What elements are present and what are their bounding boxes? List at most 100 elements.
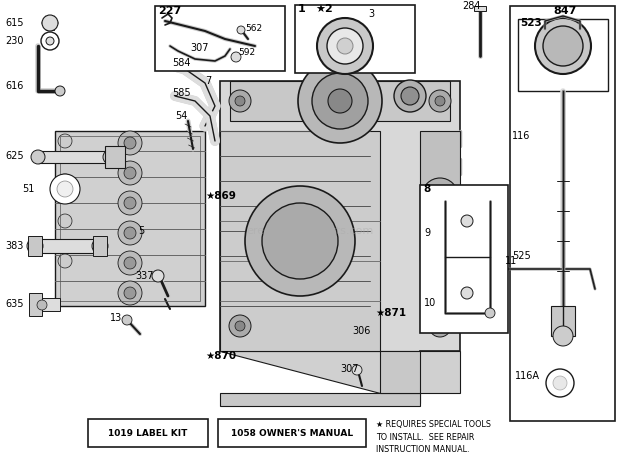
Circle shape: [352, 365, 362, 375]
Text: ★871: ★871: [375, 308, 406, 318]
Circle shape: [37, 300, 47, 310]
Circle shape: [118, 221, 142, 245]
Circle shape: [58, 254, 72, 268]
Polygon shape: [230, 81, 450, 121]
Circle shape: [42, 15, 58, 31]
Text: 307: 307: [190, 43, 208, 53]
Text: 523: 523: [520, 18, 542, 28]
Text: 7: 7: [205, 76, 211, 86]
Circle shape: [435, 321, 445, 331]
Circle shape: [231, 52, 241, 62]
Circle shape: [422, 178, 458, 214]
Text: TO INSTALL.  SEE REPAIR: TO INSTALL. SEE REPAIR: [376, 432, 474, 442]
Circle shape: [118, 161, 142, 185]
Circle shape: [118, 251, 142, 275]
Circle shape: [245, 186, 355, 296]
Circle shape: [327, 28, 363, 64]
Circle shape: [546, 369, 574, 397]
Circle shape: [317, 18, 373, 74]
Text: ★ REQUIRES SPECIAL TOOLS: ★ REQUIRES SPECIAL TOOLS: [376, 420, 491, 430]
Bar: [510, 6, 615, 421]
Polygon shape: [35, 239, 100, 253]
Text: 1058 OWNER'S MANUAL: 1058 OWNER'S MANUAL: [231, 429, 353, 437]
Circle shape: [237, 26, 245, 34]
Polygon shape: [28, 236, 42, 256]
Text: 525: 525: [512, 251, 531, 261]
Circle shape: [553, 376, 567, 390]
Polygon shape: [220, 393, 420, 406]
Text: INSTRUCTION MANUAL.: INSTRUCTION MANUAL.: [376, 444, 469, 454]
Circle shape: [92, 238, 108, 254]
Circle shape: [124, 287, 136, 299]
Circle shape: [553, 326, 573, 346]
Text: 1: 1: [298, 4, 306, 14]
Circle shape: [328, 89, 352, 113]
Text: 562: 562: [245, 24, 262, 34]
Polygon shape: [38, 151, 110, 163]
Polygon shape: [105, 146, 125, 168]
Circle shape: [235, 321, 245, 331]
Polygon shape: [55, 131, 205, 306]
Text: 116A: 116A: [515, 371, 540, 381]
Circle shape: [262, 203, 338, 279]
Circle shape: [337, 38, 353, 54]
Circle shape: [124, 167, 136, 179]
Text: 9: 9: [424, 228, 430, 238]
Circle shape: [58, 134, 72, 148]
Circle shape: [58, 174, 72, 188]
Circle shape: [394, 80, 426, 112]
Bar: [518, 19, 608, 91]
Circle shape: [429, 90, 451, 112]
Text: ★2: ★2: [315, 4, 333, 14]
Text: 584: 584: [172, 58, 190, 68]
Circle shape: [118, 281, 142, 305]
Text: ★870: ★870: [205, 351, 236, 361]
Circle shape: [124, 227, 136, 239]
Text: 592: 592: [238, 48, 255, 58]
Circle shape: [229, 315, 251, 337]
Circle shape: [50, 174, 80, 204]
Polygon shape: [93, 236, 107, 256]
Bar: [155, 6, 285, 71]
Circle shape: [229, 90, 251, 112]
Polygon shape: [551, 306, 575, 336]
Text: 616: 616: [5, 81, 24, 91]
Circle shape: [312, 73, 368, 129]
Bar: [420, 185, 508, 333]
Circle shape: [118, 191, 142, 215]
Circle shape: [152, 270, 164, 282]
Circle shape: [124, 257, 136, 269]
Text: 337: 337: [135, 271, 154, 281]
Bar: [295, 5, 415, 73]
Circle shape: [58, 214, 72, 228]
Circle shape: [298, 59, 382, 143]
Text: 54: 54: [175, 111, 187, 121]
Text: 3: 3: [368, 9, 374, 19]
Text: 1019 LABEL KIT: 1019 LABEL KIT: [108, 429, 188, 437]
Polygon shape: [220, 351, 460, 403]
Circle shape: [543, 26, 583, 66]
Circle shape: [103, 150, 117, 164]
Circle shape: [57, 181, 73, 197]
Bar: [88, 419, 208, 447]
Polygon shape: [29, 293, 42, 316]
Text: 307: 307: [340, 364, 358, 374]
Text: 306: 306: [352, 326, 370, 336]
Text: 116: 116: [512, 131, 530, 141]
Text: ereplaceableParts.com: ereplaceableParts.com: [246, 226, 374, 236]
Text: 284: 284: [462, 1, 480, 11]
Text: 383: 383: [5, 241, 24, 251]
Text: 847: 847: [553, 6, 577, 16]
Circle shape: [31, 150, 45, 164]
Polygon shape: [220, 131, 380, 351]
Text: 625: 625: [5, 151, 24, 161]
Circle shape: [235, 96, 245, 106]
Circle shape: [122, 315, 132, 325]
Text: 230: 230: [5, 36, 24, 46]
Polygon shape: [420, 131, 460, 261]
Text: ★869: ★869: [205, 191, 236, 201]
Circle shape: [55, 86, 65, 96]
Polygon shape: [474, 6, 486, 11]
Polygon shape: [35, 298, 60, 311]
Text: 5: 5: [138, 226, 144, 236]
